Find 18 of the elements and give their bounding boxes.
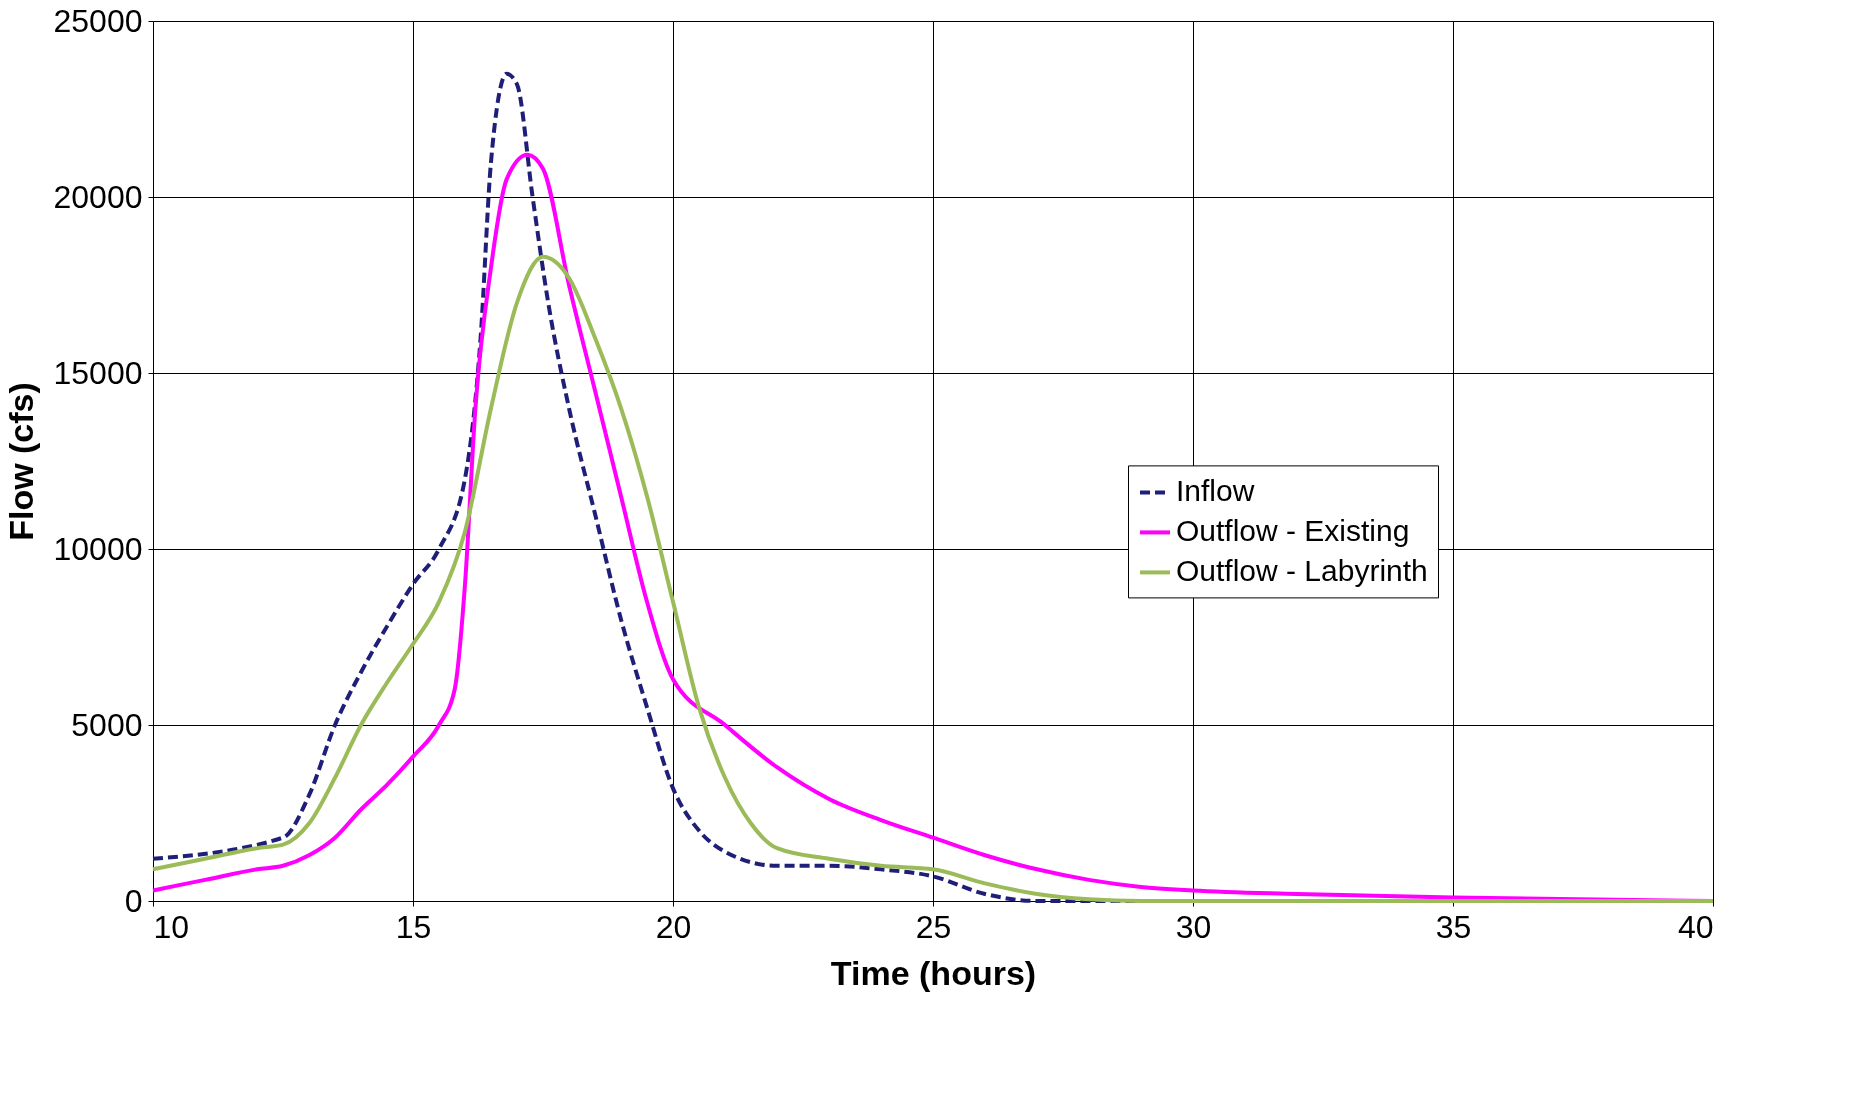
legend-label: Outflow - Labyrinth — [1176, 554, 1428, 588]
x-tick-label: 35 — [1435, 908, 1472, 945]
x-axis-title: Time (hours) — [830, 953, 1037, 992]
y-tick-label: 15000 — [53, 354, 143, 391]
x-tick-label: 30 — [1175, 908, 1212, 945]
x-tick-label: 10 — [153, 908, 190, 945]
x-tick-label: 15 — [395, 908, 432, 945]
y-tick-label: 20000 — [53, 178, 143, 215]
x-tick-label: 25 — [915, 908, 952, 945]
legend-label: Inflow — [1176, 474, 1255, 508]
y-tick-label: 10000 — [53, 530, 143, 567]
y-tick-label: 0 — [124, 882, 143, 919]
x-tick-label: 40 — [1677, 908, 1714, 945]
legend-label: Outflow - Existing — [1176, 514, 1410, 548]
y-tick-label: 25000 — [53, 2, 143, 39]
y-tick-label: 5000 — [71, 706, 143, 743]
y-axis-title: Flow (cfs) — [1, 382, 40, 541]
x-tick-label: 20 — [655, 908, 692, 945]
